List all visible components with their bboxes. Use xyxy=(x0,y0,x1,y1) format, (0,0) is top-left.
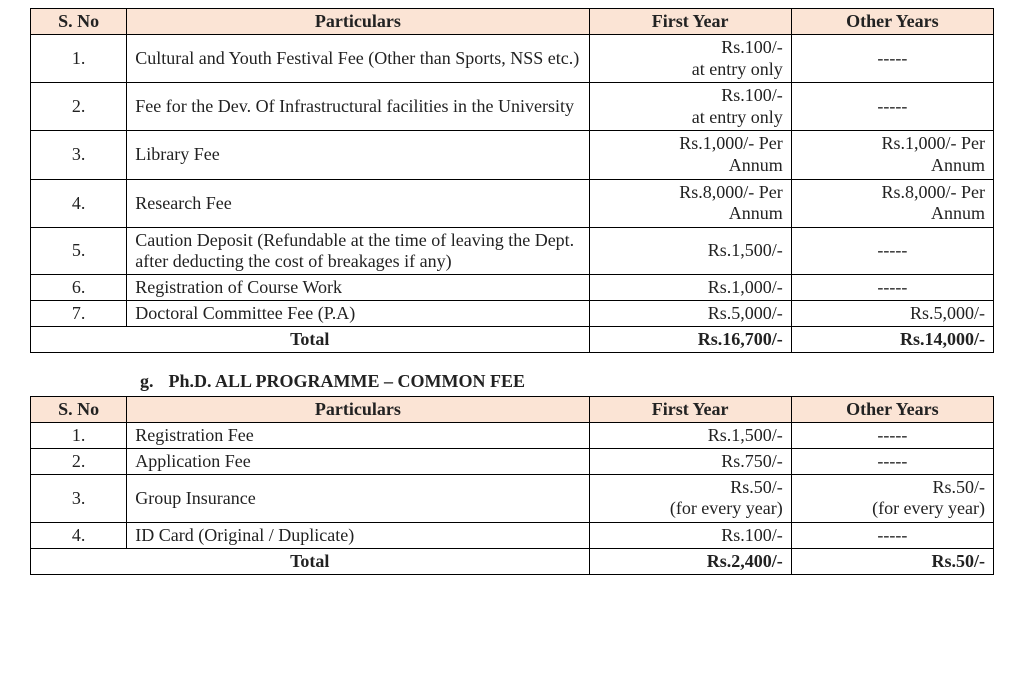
table-row: 3. Group Insurance Rs.50/- (for every ye… xyxy=(31,474,994,522)
fy-line2: (for every year) xyxy=(670,498,783,518)
section-heading: Ph.D. ALL PROGRAMME – COMMON FEE xyxy=(169,371,526,391)
table-header-row: S. No Particulars First Year Other Years xyxy=(31,396,994,422)
fee-table-1: S. No Particulars First Year Other Years… xyxy=(30,8,994,353)
table-row: 4. Research Fee Rs.8,000/- Per Annum Rs.… xyxy=(31,179,994,227)
other-years-cell: Rs.5,000/- xyxy=(791,300,993,326)
table-row: 6. Registration of Course Work Rs.1,000/… xyxy=(31,274,994,300)
sno-cell: 5. xyxy=(31,227,127,274)
col-sno: S. No xyxy=(31,396,127,422)
sno-cell: 3. xyxy=(31,474,127,522)
sno-cell: 1. xyxy=(31,422,127,448)
sno-cell: 3. xyxy=(31,131,127,179)
table-row: 1. Cultural and Youth Festival Fee (Othe… xyxy=(31,35,994,83)
other-years-cell: ----- xyxy=(791,422,993,448)
particulars-cell: Registration of Course Work xyxy=(127,274,589,300)
table-row: 7. Doctoral Committee Fee (P.A) Rs.5,000… xyxy=(31,300,994,326)
first-year-cell: Rs.100/- at entry only xyxy=(589,83,791,131)
fy-line1: Rs.100/- xyxy=(721,37,783,57)
col-first-year: First Year xyxy=(589,396,791,422)
table-row: 2. Application Fee Rs.750/- ----- xyxy=(31,448,994,474)
fy-line1: Rs.100/- xyxy=(721,85,783,105)
first-year-cell: Rs.5,000/- xyxy=(589,300,791,326)
section-title: g. Ph.D. ALL PROGRAMME – COMMON FEE xyxy=(140,371,994,392)
first-year-cell: Rs.750/- xyxy=(589,448,791,474)
section-letter: g. xyxy=(140,371,164,392)
particulars-cell: ID Card (Original / Duplicate) xyxy=(127,522,589,548)
col-particulars: Particulars xyxy=(127,9,589,35)
other-years-cell: Rs.50/- (for every year) xyxy=(791,474,993,522)
oy-line1: Rs.1,000/- Per xyxy=(882,133,986,153)
first-year-cell: Rs.50/- (for every year) xyxy=(589,474,791,522)
oy-line2: Annum xyxy=(931,203,985,223)
particulars-cell: Library Fee xyxy=(127,131,589,179)
sno-cell: 4. xyxy=(31,522,127,548)
oy-line1: Rs.50/- xyxy=(932,477,985,497)
sno-cell: 2. xyxy=(31,83,127,131)
particulars-cell: Caution Deposit (Refundable at the time … xyxy=(127,227,589,274)
total-row: Total Rs.16,700/- Rs.14,000/- xyxy=(31,326,994,352)
col-other-years: Other Years xyxy=(791,9,993,35)
total-row: Total Rs.2,400/- Rs.50/- xyxy=(31,548,994,574)
col-sno: S. No xyxy=(31,9,127,35)
fy-line1: Rs.8,000/- Per xyxy=(679,182,783,202)
table-row: 3. Library Fee Rs.1,000/- Per Annum Rs.1… xyxy=(31,131,994,179)
total-label: Total xyxy=(31,326,590,352)
sno-cell: 1. xyxy=(31,35,127,83)
first-year-cell: Rs.1,000/- xyxy=(589,274,791,300)
particulars-cell: Application Fee xyxy=(127,448,589,474)
fy-line2: at entry only xyxy=(692,107,783,127)
first-year-cell: Rs.1,500/- xyxy=(589,422,791,448)
other-years-cell: ----- xyxy=(791,35,993,83)
particulars-cell: Registration Fee xyxy=(127,422,589,448)
particulars-cell: Group Insurance xyxy=(127,474,589,522)
total-first-year: Rs.16,700/- xyxy=(589,326,791,352)
sno-cell: 2. xyxy=(31,448,127,474)
first-year-cell: Rs.1,000/- Per Annum xyxy=(589,131,791,179)
sno-cell: 4. xyxy=(31,179,127,227)
oy-line2: (for every year) xyxy=(872,498,985,518)
other-years-cell: ----- xyxy=(791,522,993,548)
fy-line2: Annum xyxy=(729,203,783,223)
col-other-years: Other Years xyxy=(791,396,993,422)
col-particulars: Particulars xyxy=(127,396,589,422)
first-year-cell: Rs.100/- at entry only xyxy=(589,35,791,83)
oy-line1: Rs.8,000/- Per xyxy=(882,182,986,202)
other-years-cell: ----- xyxy=(791,448,993,474)
table-row: 2. Fee for the Dev. Of Infrastructural f… xyxy=(31,83,994,131)
fy-line2: at entry only xyxy=(692,59,783,79)
first-year-cell: Rs.100/- xyxy=(589,522,791,548)
other-years-cell: ----- xyxy=(791,274,993,300)
total-other-years: Rs.14,000/- xyxy=(791,326,993,352)
fy-line1: Rs.50/- xyxy=(730,477,783,497)
other-years-cell: ----- xyxy=(791,83,993,131)
table-row: 5. Caution Deposit (Refundable at the ti… xyxy=(31,227,994,274)
other-years-cell: Rs.1,000/- Per Annum xyxy=(791,131,993,179)
fy-line1: Rs.1,000/- Per xyxy=(679,133,783,153)
total-other-years: Rs.50/- xyxy=(791,548,993,574)
sno-cell: 7. xyxy=(31,300,127,326)
particulars-cell: Doctoral Committee Fee (P.A) xyxy=(127,300,589,326)
col-first-year: First Year xyxy=(589,9,791,35)
table-row: 1. Registration Fee Rs.1,500/- ----- xyxy=(31,422,994,448)
first-year-cell: Rs.1,500/- xyxy=(589,227,791,274)
fy-line2: Annum xyxy=(729,155,783,175)
total-label: Total xyxy=(31,548,590,574)
total-first-year: Rs.2,400/- xyxy=(589,548,791,574)
particulars-cell: Fee for the Dev. Of Infrastructural faci… xyxy=(127,83,589,131)
oy-line2: Annum xyxy=(931,155,985,175)
other-years-cell: Rs.8,000/- Per Annum xyxy=(791,179,993,227)
other-years-cell: ----- xyxy=(791,227,993,274)
table-row: 4. ID Card (Original / Duplicate) Rs.100… xyxy=(31,522,994,548)
particulars-cell: Research Fee xyxy=(127,179,589,227)
particulars-cell: Cultural and Youth Festival Fee (Other t… xyxy=(127,35,589,83)
first-year-cell: Rs.8,000/- Per Annum xyxy=(589,179,791,227)
fee-table-2: S. No Particulars First Year Other Years… xyxy=(30,396,994,575)
sno-cell: 6. xyxy=(31,274,127,300)
table-header-row: S. No Particulars First Year Other Years xyxy=(31,9,994,35)
